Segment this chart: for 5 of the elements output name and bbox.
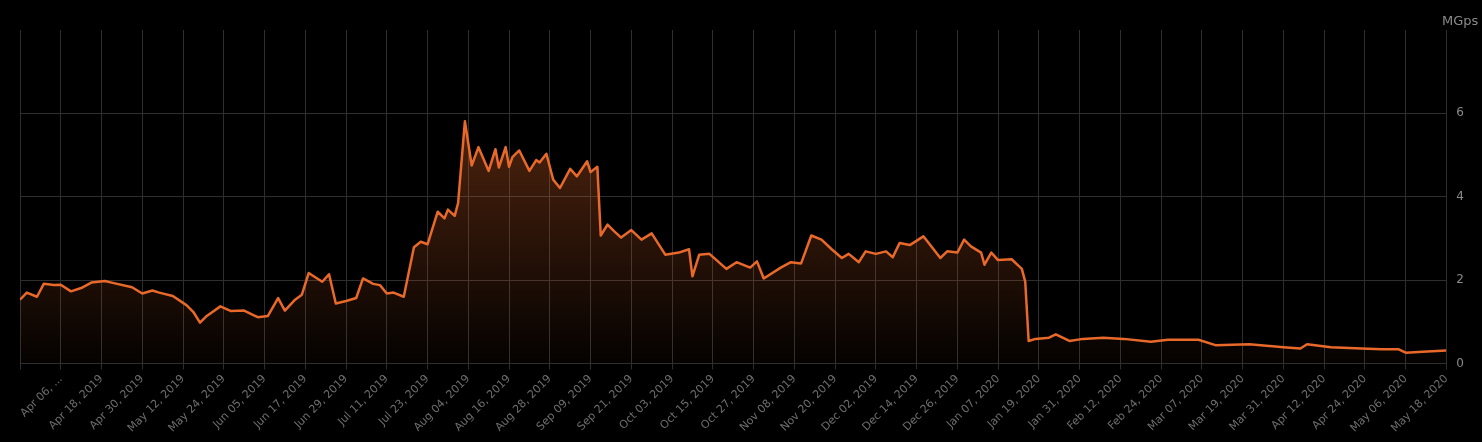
y-tick-label: 2 [1456,272,1465,287]
y-tick-label: 4 [1456,188,1465,203]
y-tick-label: 0 [1456,355,1465,370]
y-tick-label: 6 [1456,105,1465,120]
y-axis-title: MGps [1442,12,1479,28]
